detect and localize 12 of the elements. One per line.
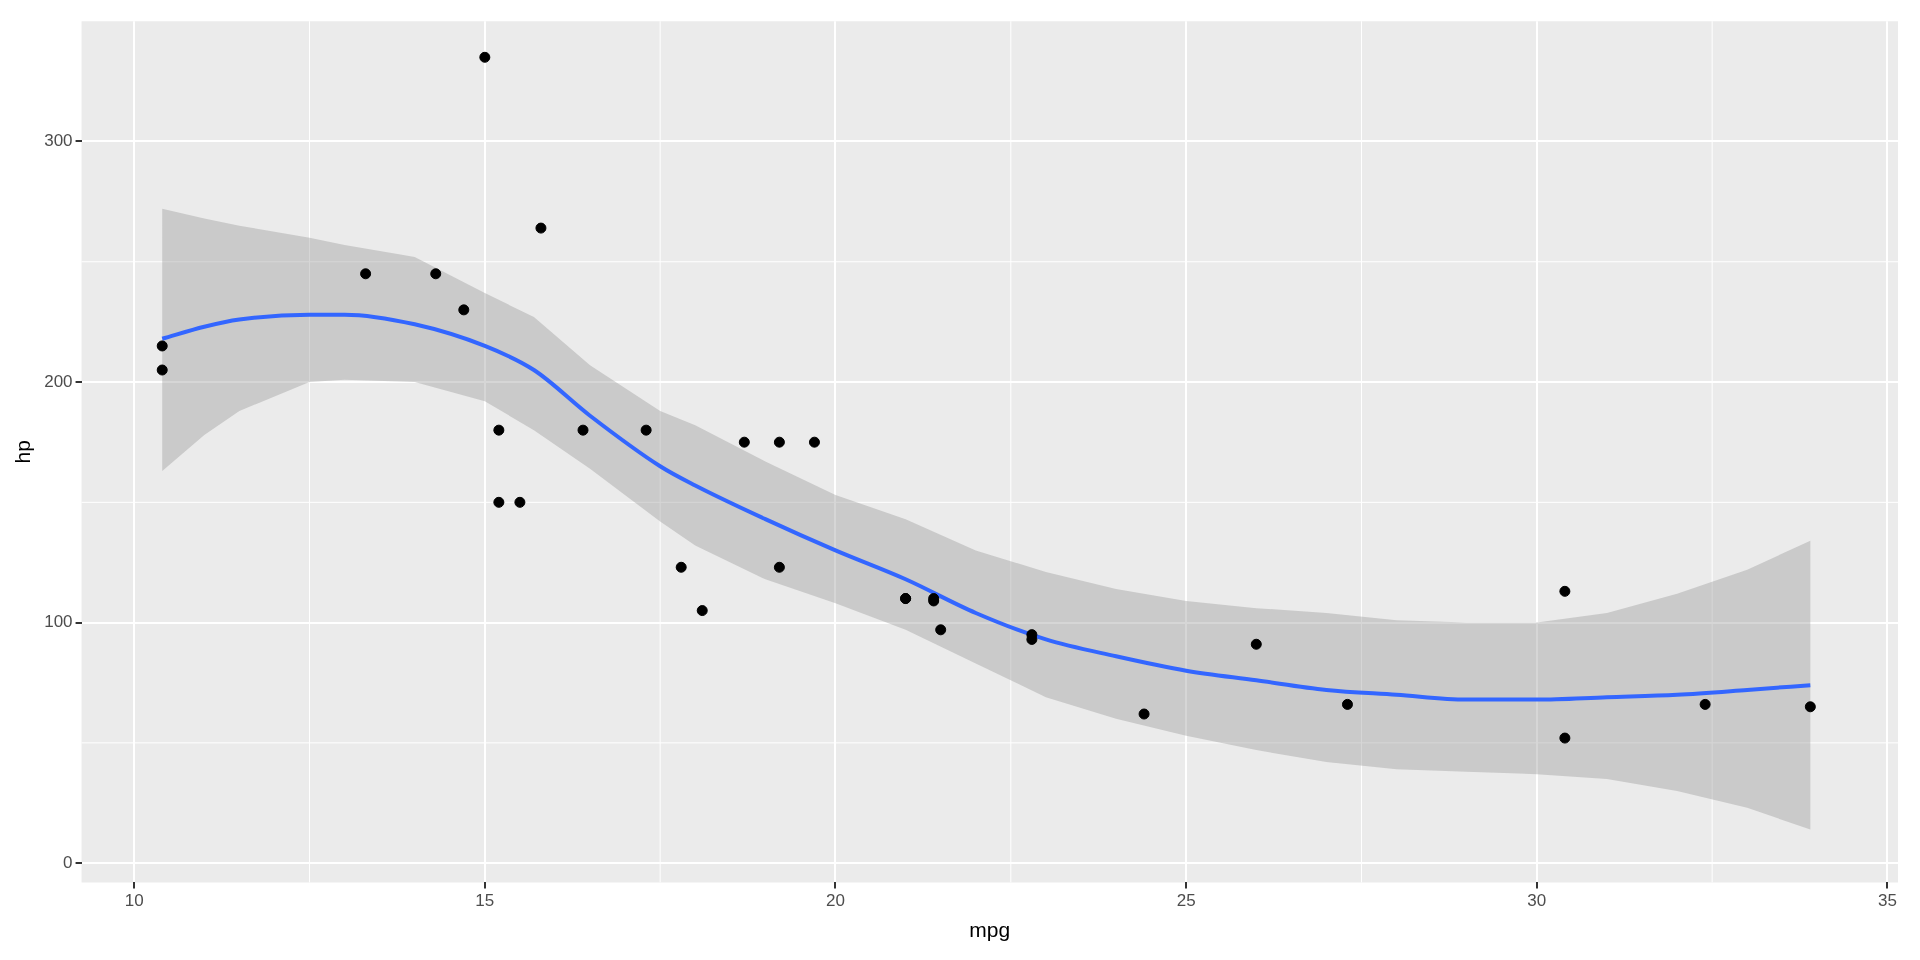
y-tick-label: 200: [44, 371, 73, 391]
x-tick-label: 35: [1878, 891, 1897, 911]
x-axis-title: mpg: [969, 918, 1011, 942]
y-tick-label: 0: [63, 852, 73, 872]
x-tick-label: 15: [475, 891, 495, 911]
y-tick-label: 300: [44, 131, 73, 151]
y-tick-label: 100: [44, 612, 73, 632]
x-tick-label: 20: [826, 891, 845, 911]
x-tick-label: 10: [124, 891, 144, 911]
x-tick-label: 30: [1527, 891, 1547, 911]
x-tick-label: 25: [1176, 891, 1196, 911]
y-axis-title: hp: [11, 440, 35, 464]
